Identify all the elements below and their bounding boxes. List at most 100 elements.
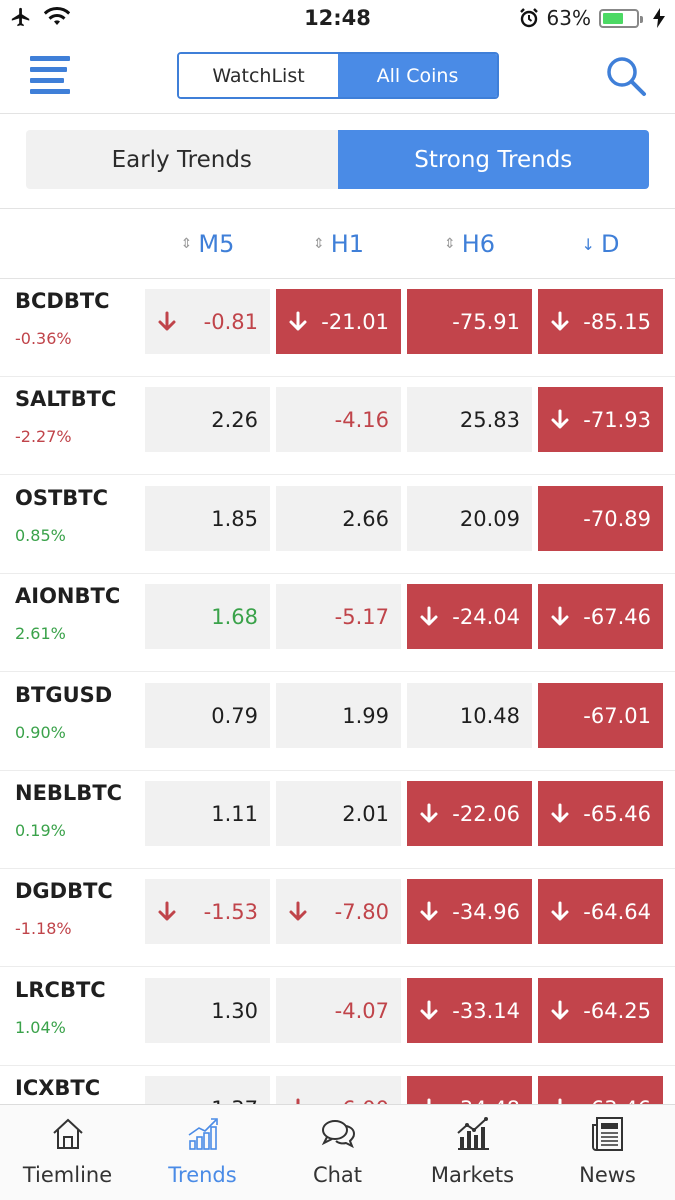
trend-cell-h1: -5.17 <box>276 584 401 649</box>
table-row[interactable]: DGDBTC -1.18% -1.53 -7.80 -34.96 -64.64 <box>0 869 675 967</box>
list-segmented-control: WatchList All Coins <box>177 52 499 99</box>
coin-change-percent: 2.61% <box>15 624 66 643</box>
trend-cell-m5: 1.85 <box>145 486 270 551</box>
tab-label: Markets <box>430 1163 515 1187</box>
trend-cell-m5: 0.79 <box>145 683 270 748</box>
trend-cell-d: -71.93 <box>538 387 663 452</box>
trend-value: -1.53 <box>203 899 258 924</box>
column-header-h1[interactable]: ⇕ H1 <box>276 210 401 278</box>
trend-cell-d: -85.15 <box>538 289 663 354</box>
trend-cell-d: -65.46 <box>538 781 663 846</box>
trend-value: 0.79 <box>211 703 258 728</box>
coin-change-percent: -2.27% <box>15 427 72 446</box>
coin-list: BCDBTC -0.36% -0.81 -21.01 -75.91 -85.15 SALTB… <box>0 279 675 1104</box>
trend-cell-h1: 2.66 <box>276 486 401 551</box>
trend-cell-h6: 25.83 <box>407 387 532 452</box>
trend-value: -6.00 <box>335 1097 389 1105</box>
table-row[interactable]: SALTBTC -2.27% 2.26 -4.16 25.83 -71.93 <box>0 377 675 475</box>
coin-symbol: BCDBTC <box>15 289 110 313</box>
battery-icon <box>599 8 643 28</box>
arrow-down-icon <box>420 606 438 625</box>
table-row[interactable]: BCDBTC -0.36% -0.81 -21.01 -75.91 -85.15 <box>0 279 675 377</box>
toggle-divider <box>0 208 675 209</box>
trend-cell-d: -67.46 <box>538 584 663 649</box>
arrow-down-icon <box>551 901 569 920</box>
trend-value: -33.14 <box>452 998 520 1023</box>
segment-all-coins[interactable]: All Coins <box>338 54 497 97</box>
table-row[interactable]: NEBLBTC 0.19% 1.11 2.01 -22.06 -65.46 <box>0 771 675 869</box>
column-label: D <box>600 230 620 258</box>
trend-value: -24.04 <box>452 604 520 629</box>
trend-cell-m5: 1.68 <box>145 584 270 649</box>
tab-markets[interactable]: Markets <box>405 1105 540 1200</box>
trend-value: 2.66 <box>342 506 389 531</box>
tab-trends[interactable]: Trends <box>135 1105 270 1200</box>
trend-cell-h6: -24.04 <box>407 584 532 649</box>
table-row[interactable]: AIONBTC 2.61% 1.68 -5.17 -24.04 -67.46 <box>0 574 675 672</box>
table-row[interactable]: OSTBTC 0.85% 1.85 2.66 20.09 -70.89 <box>0 476 675 574</box>
trend-cell-h1: 1.99 <box>276 683 401 748</box>
trend-cell-m5: 1.37 <box>145 1076 270 1104</box>
trend-cell-d: -63.46 <box>538 1076 663 1104</box>
status-bar: 12:48 63% <box>0 0 675 36</box>
trend-cell-m5: -1.53 <box>145 879 270 944</box>
arrow-down-icon <box>296 1098 300 1104</box>
table-row[interactable]: BTGUSD 0.90% 0.79 1.99 10.48 -67.01 <box>0 673 675 771</box>
trend-value: 1.99 <box>342 703 389 728</box>
trend-cell-d: -64.64 <box>538 879 663 944</box>
early-trends-button[interactable]: Early Trends <box>26 130 338 189</box>
search-icon[interactable] <box>604 54 648 98</box>
coin-change-percent: 0.19% <box>15 821 66 840</box>
home-icon <box>52 1118 83 1149</box>
arrow-down-icon <box>289 901 307 920</box>
arrow-down-icon <box>551 1000 569 1019</box>
trend-cell-d: -67.01 <box>538 683 663 748</box>
alarm-clock-icon <box>519 8 538 28</box>
trend-value: -75.91 <box>452 309 520 334</box>
sort-desc-icon: ↓ <box>581 234 595 254</box>
status-left <box>10 6 70 28</box>
trend-cell-h1: -6.00 <box>276 1076 401 1104</box>
arrow-down-icon <box>420 1000 438 1019</box>
trend-cell-h1: 2.01 <box>276 781 401 846</box>
trend-cell-h1: -4.16 <box>276 387 401 452</box>
strong-trends-button[interactable]: Strong Trends <box>337 130 649 189</box>
trend-chart-icon <box>188 1118 218 1150</box>
trend-value: -5.17 <box>334 604 389 629</box>
segment-watchlist[interactable]: WatchList <box>179 54 338 97</box>
table-row[interactable]: LRCBTC 1.04% 1.30 -4.07 -33.14 -64.25 <box>0 968 675 1066</box>
tab-label: Chat <box>312 1163 363 1187</box>
arrow-down-icon <box>551 606 569 625</box>
trend-value: -63.46 <box>583 1097 651 1105</box>
menu-icon[interactable] <box>30 56 70 94</box>
trend-value: 20.09 <box>459 506 520 531</box>
trend-value: -85.15 <box>583 309 651 334</box>
arrow-down-icon <box>289 311 307 330</box>
status-time: 12:48 <box>304 6 371 30</box>
trend-value: -64.25 <box>583 998 651 1023</box>
tab-chat[interactable]: Chat <box>270 1105 405 1200</box>
arrow-down-icon <box>551 311 569 330</box>
trend-cell-m5: 1.11 <box>145 781 270 846</box>
newspaper-icon <box>591 1117 623 1151</box>
trend-cell-m5: 1.30 <box>145 978 270 1043</box>
column-header-d[interactable]: ↓ D <box>538 210 663 278</box>
tab-news[interactable]: News <box>540 1105 675 1200</box>
trend-value: -34.48 <box>452 1097 520 1105</box>
coin-symbol: BTGUSD <box>15 683 113 707</box>
table-row[interactable]: ICXBTC 1.37 -6.00 -34.48 -63.46 <box>0 1066 675 1104</box>
coin-change-percent: -1.18% <box>15 919 72 938</box>
coin-change-percent: -0.36% <box>15 329 72 348</box>
coin-symbol: DGDBTC <box>15 879 113 903</box>
column-header-m5[interactable]: ⇕ M5 <box>145 210 270 278</box>
sort-icon: ⇕ <box>312 236 325 252</box>
trend-value: 2.01 <box>342 801 389 826</box>
tab-bar: Tiemline Trends Chat Markets News <box>0 1104 675 1200</box>
tab-timeline[interactable]: Tiemline <box>0 1105 135 1200</box>
trend-value: -21.01 <box>321 309 389 334</box>
tab-label: Trends <box>168 1163 237 1187</box>
trend-value: -4.07 <box>334 998 389 1023</box>
header-divider <box>0 113 675 114</box>
column-header-h6[interactable]: ⇕ H6 <box>407 210 532 278</box>
arrow-down-icon <box>158 311 176 330</box>
